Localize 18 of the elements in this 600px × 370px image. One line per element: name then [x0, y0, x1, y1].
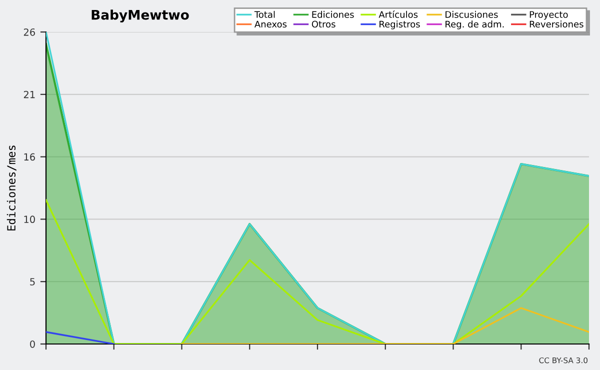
y-tick-label: 5: [30, 278, 35, 286]
y-tick-label: 0: [30, 340, 35, 348]
y-tick-label: 10: [24, 216, 35, 224]
chart-title: BabyMewtwo: [92, 10, 189, 22]
legend-label: Proyecto: [530, 11, 568, 20]
legend-label: Artículos: [378, 10, 418, 18]
legend-label: Registros: [380, 20, 420, 30]
legend-label: Otros: [312, 20, 336, 28]
legend-label: Reg. de adm.: [446, 20, 504, 30]
legend-label: Total: [254, 10, 275, 18]
y-tick-label: 21: [24, 90, 35, 98]
legend-label: Ediciones: [312, 10, 354, 18]
legend-label: Anexos: [254, 20, 287, 28]
y-axis-title: Ediciones/mes: [6, 146, 16, 230]
legend-label: Reversiones: [530, 20, 584, 28]
y-tick-label: 16: [24, 153, 35, 161]
legend-label: Discusiones: [446, 10, 498, 18]
y-tick-label: 26: [24, 28, 35, 36]
